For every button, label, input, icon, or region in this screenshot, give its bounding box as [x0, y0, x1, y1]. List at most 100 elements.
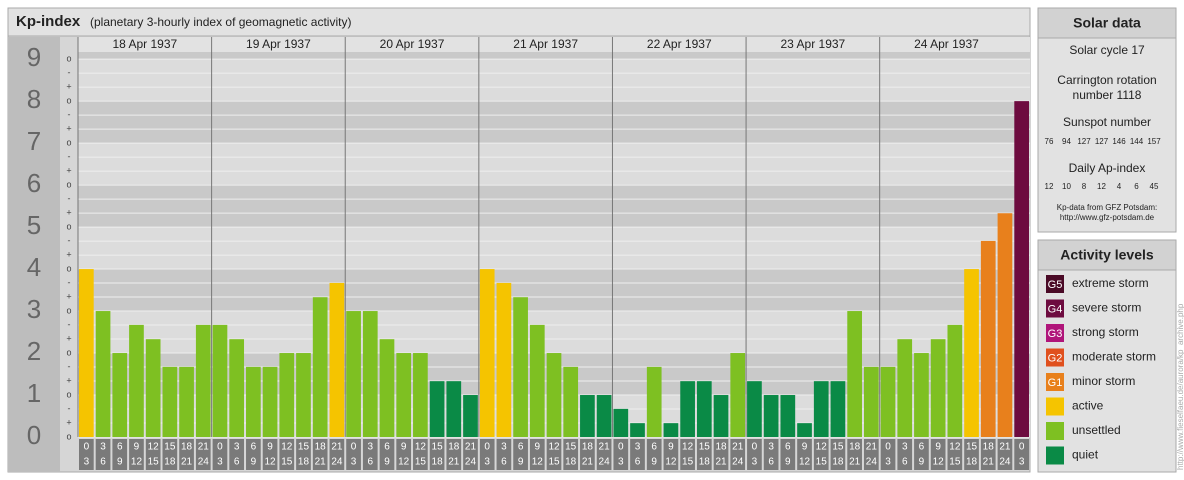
- legend-code: G2: [1048, 352, 1063, 364]
- y-sub-label: o: [66, 305, 71, 315]
- legend-swatch: [1046, 373, 1064, 391]
- band: [78, 52, 1030, 60]
- hour-box: [680, 439, 695, 470]
- bar: [496, 282, 512, 437]
- bar: [914, 353, 929, 437]
- band: [78, 143, 1030, 186]
- hour-end: 3: [1019, 457, 1025, 468]
- bar: [112, 353, 128, 437]
- hour-box: [646, 439, 662, 470]
- hour-start: 21: [465, 442, 477, 453]
- bar: [296, 353, 311, 437]
- hour-box: [296, 439, 311, 470]
- bar: [797, 423, 812, 437]
- hour-end: 12: [532, 457, 544, 468]
- y-tick-label: 7: [27, 126, 41, 156]
- hour-start: 12: [415, 442, 427, 453]
- source: http://www.gfz-potsdam.de: [1060, 213, 1155, 222]
- bar: [413, 353, 428, 437]
- hour-box: [529, 439, 545, 470]
- y-tick-label: 8: [27, 84, 41, 114]
- bar: [847, 311, 862, 437]
- hour-box: [730, 439, 746, 470]
- y-sub-label: +: [66, 207, 71, 217]
- hour-box: [897, 439, 913, 470]
- hour-box: [947, 439, 963, 470]
- hour-end: 6: [367, 457, 373, 468]
- bar: [580, 395, 595, 437]
- solar-cycle: Solar cycle 17: [1069, 43, 1145, 57]
- hour-start: 15: [832, 442, 844, 453]
- hour-start: 0: [885, 442, 891, 453]
- hour-box: [162, 439, 178, 470]
- hour-end: 6: [234, 457, 240, 468]
- bar: [546, 353, 562, 437]
- hour-box: [513, 439, 528, 470]
- hour-start: 18: [983, 442, 995, 453]
- ap-value: 4: [1117, 182, 1122, 191]
- y-sub-label: o: [66, 179, 71, 189]
- hour-start: 3: [367, 442, 373, 453]
- hour-end: 21: [315, 457, 327, 468]
- hour-end: 12: [933, 457, 945, 468]
- hour-box: [863, 439, 879, 470]
- legend-label: minor storm: [1072, 374, 1135, 388]
- hour-start: 18: [448, 442, 460, 453]
- bar: [613, 408, 629, 437]
- hour-start: 3: [234, 442, 240, 453]
- bar: [329, 282, 345, 437]
- hour-box: [980, 439, 996, 470]
- legend-swatch: [1046, 324, 1064, 342]
- hour-end: 21: [983, 457, 995, 468]
- bar: [463, 395, 478, 437]
- hour-end: 3: [351, 457, 357, 468]
- hour-start: 0: [1019, 442, 1025, 453]
- hour-end: 12: [665, 457, 677, 468]
- bar: [713, 395, 729, 437]
- bar: [312, 297, 328, 437]
- hour-start: 15: [164, 442, 176, 453]
- day-label: 18 Apr 1937: [112, 37, 177, 51]
- hour-end: 15: [548, 457, 560, 468]
- y-sub-label: -: [68, 193, 71, 203]
- hour-end: 9: [251, 457, 257, 468]
- day-label: 24 Apr 1937: [914, 37, 979, 51]
- hour-end: 21: [181, 457, 193, 468]
- legend-label: moderate storm: [1072, 350, 1156, 364]
- hour-start: 0: [618, 442, 624, 453]
- hour-box: [997, 439, 1013, 470]
- bar: [79, 269, 94, 437]
- bar: [880, 366, 896, 437]
- hour-box: [914, 439, 929, 470]
- hour-end: 21: [448, 457, 460, 468]
- y-tick-label: 3: [27, 294, 41, 324]
- chart-subtitle: (planetary 3-hourly index of geomagnetic…: [90, 15, 351, 29]
- y-sub-label: -: [68, 235, 71, 245]
- title-bar: [7, 7, 1031, 37]
- bar: [780, 395, 796, 437]
- hour-box: [212, 439, 228, 470]
- ap-value: 12: [1045, 182, 1054, 191]
- hour-box: [229, 439, 245, 470]
- hour-start: 6: [518, 442, 524, 453]
- hour-start: 3: [902, 442, 908, 453]
- y-sub-label: +: [66, 417, 71, 427]
- y-tick-label: 0: [27, 420, 41, 450]
- hour-start: 9: [535, 442, 541, 453]
- hour-start: 12: [148, 442, 160, 453]
- y-sub-label: o: [66, 389, 71, 399]
- axis-column: [8, 37, 60, 472]
- bar: [747, 381, 762, 437]
- hour-start: 0: [752, 442, 758, 453]
- hour-end: 3: [752, 457, 758, 468]
- bar: [563, 366, 579, 437]
- legend-swatch: [1046, 446, 1064, 465]
- y-sub-label: +: [66, 82, 71, 92]
- hour-start: 21: [866, 442, 878, 453]
- day-label: 19 Apr 1937: [246, 37, 311, 51]
- hour-box: [446, 439, 462, 470]
- y-tick-label: 2: [27, 336, 41, 366]
- day-label: 21 Apr 1937: [513, 37, 578, 51]
- y-sub-label: +: [66, 249, 71, 259]
- bar: [262, 366, 278, 437]
